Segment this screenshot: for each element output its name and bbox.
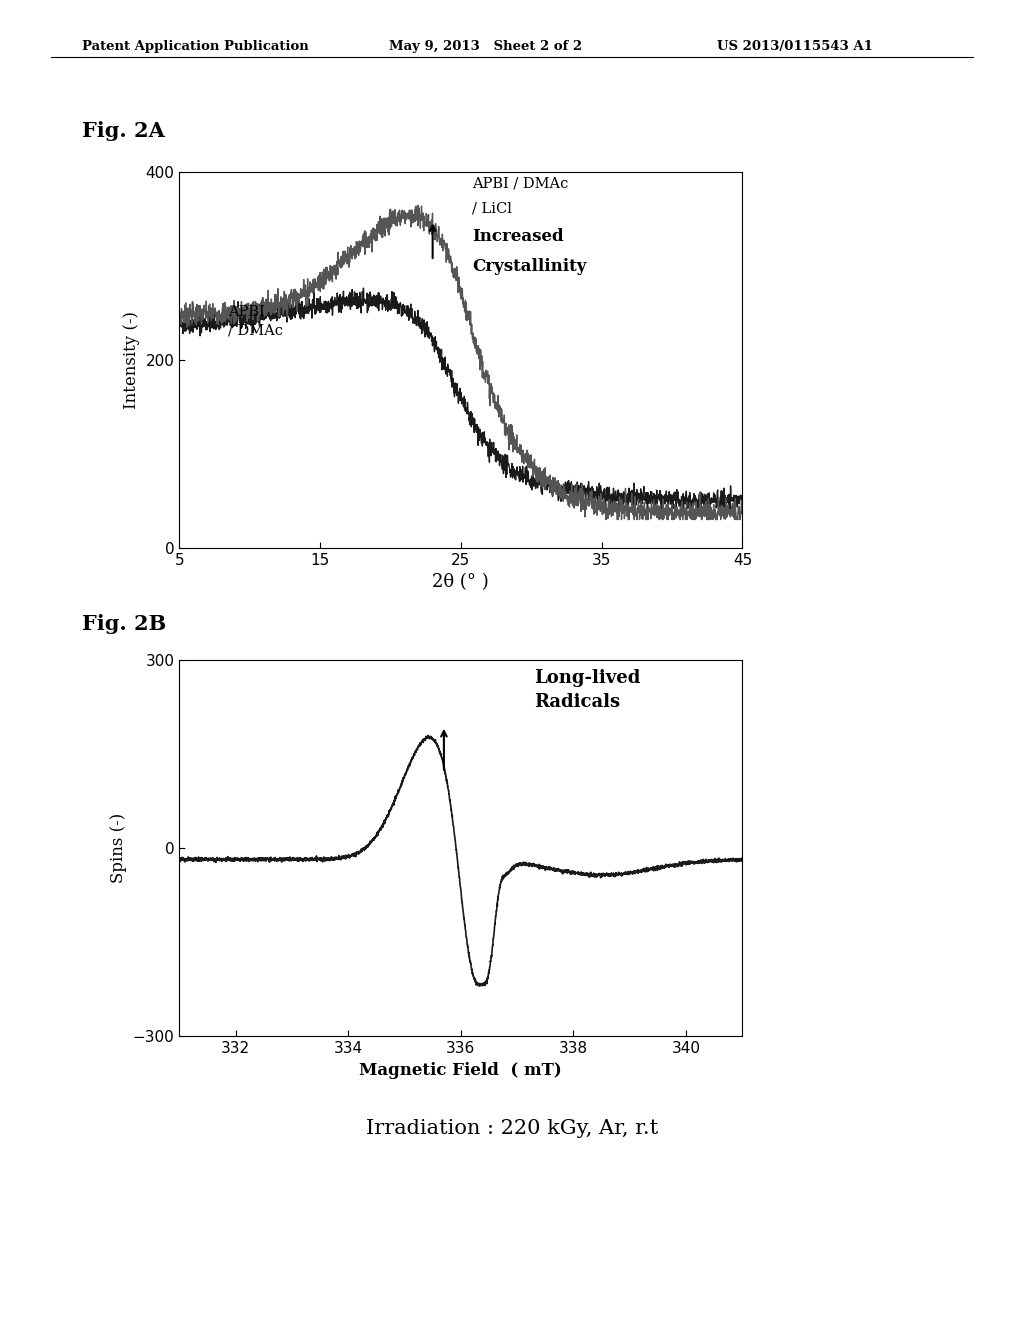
Text: US 2013/0115543 A1: US 2013/0115543 A1 [717, 40, 872, 53]
Text: Patent Application Publication: Patent Application Publication [82, 40, 308, 53]
Text: Long-lived
Radicals: Long-lived Radicals [535, 669, 640, 711]
X-axis label: 2θ (° ): 2θ (° ) [432, 573, 489, 591]
Text: APBI
/ DMAc: APBI / DMAc [228, 305, 284, 338]
X-axis label: Magnetic Field  ( mT): Magnetic Field ( mT) [359, 1061, 562, 1078]
Text: Fig. 2A: Fig. 2A [82, 121, 165, 141]
Text: APBI / DMAc: APBI / DMAc [472, 177, 568, 190]
Text: Crystallinity: Crystallinity [472, 259, 587, 275]
Text: Fig. 2B: Fig. 2B [82, 614, 166, 634]
Text: / LiCl: / LiCl [472, 202, 512, 215]
Y-axis label: Spins (-): Spins (-) [110, 813, 127, 883]
Y-axis label: Intensity (-): Intensity (-) [123, 310, 140, 409]
Text: Increased: Increased [472, 228, 563, 246]
Text: Irradiation : 220 kGy, Ar, r.t: Irradiation : 220 kGy, Ar, r.t [366, 1119, 658, 1138]
Text: May 9, 2013   Sheet 2 of 2: May 9, 2013 Sheet 2 of 2 [389, 40, 583, 53]
